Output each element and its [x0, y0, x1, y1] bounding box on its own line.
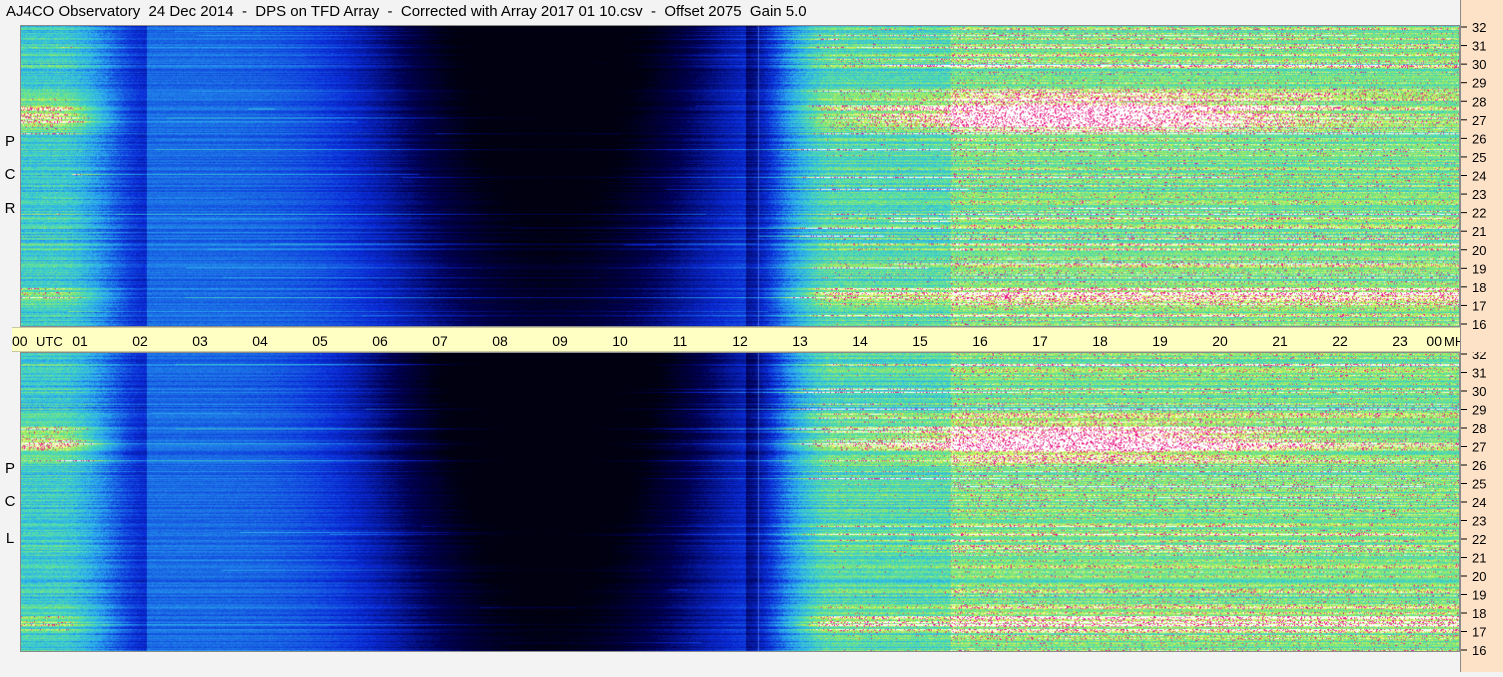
rcp-freq-label: 32 — [1472, 20, 1486, 35]
utc-unit-label: UTC — [36, 334, 63, 349]
lcp-freq-label: 17 — [1472, 625, 1486, 640]
rcp-freq-label: 27 — [1472, 113, 1486, 128]
utc-tick-label: 23 — [1392, 333, 1408, 349]
utc-tick-label: 22 — [1332, 333, 1348, 349]
utc-tick-label: 01 — [72, 333, 88, 349]
utc-tick-label: 09 — [552, 333, 568, 349]
utc-tick-label: 00 — [1426, 333, 1442, 349]
rcp-label-c: C — [4, 166, 16, 183]
utc-tick-label: 06 — [372, 333, 388, 349]
lcp-label-l: L — [5, 530, 15, 547]
lcp-freq-label: 30 — [1472, 384, 1486, 399]
lcp-freq-label: 29 — [1472, 403, 1486, 418]
lcp-freq-label: 27 — [1472, 440, 1486, 455]
utc-tick-label: 04 — [252, 333, 268, 349]
rcp-freq-label: 31 — [1472, 39, 1486, 54]
rcp-freq-label: 30 — [1472, 57, 1486, 72]
lcp-freq-label: 20 — [1472, 569, 1486, 584]
lcp-label-p: P — [4, 460, 15, 477]
page-title: AJ4CO Observatory 24 Dec 2014 - DPS on T… — [6, 3, 807, 20]
rcp-freq-label: 19 — [1472, 261, 1486, 276]
lcp-freq-label: 24 — [1472, 495, 1486, 510]
utc-tick-label: 08 — [492, 333, 508, 349]
utc-tick-label: 11 — [673, 333, 688, 349]
mhz-unit-label: MHz — [1444, 334, 1460, 349]
rcp-freq-label: 22 — [1472, 206, 1486, 221]
rcp-freq-label: 24 — [1472, 169, 1486, 184]
rcp-freq-label: 23 — [1472, 187, 1486, 202]
utc-time-axis-svg: 00 01 02 03 04 05 06 07 08 09 10 11 12 13 14 15 16 17 18 19… — [12, 333, 1471, 349]
rcp-freq-label: 26 — [1472, 131, 1486, 146]
rcp-freq-label: 25 — [1472, 150, 1486, 165]
utc-tick-label: 07 — [432, 333, 448, 349]
utc-tick-label: 10 — [612, 333, 628, 349]
rcp-heatmap — [21, 26, 1459, 326]
lcp-freq-label: 32 — [1472, 352, 1486, 362]
rcp-freq-label: 28 — [1472, 94, 1486, 109]
lcp-freq-label: 18 — [1472, 606, 1486, 621]
utc-tick-label: 19 — [1152, 333, 1168, 349]
rcp-freq-label: 16 — [1472, 317, 1486, 332]
lcp-freq-label: 31 — [1472, 366, 1486, 381]
utc-tick-label: 05 — [312, 333, 328, 349]
utc-tick-label: 17 — [1032, 333, 1048, 349]
rcp-label-r: R — [4, 200, 16, 217]
lcp-freq-label: 28 — [1472, 421, 1486, 436]
utc-tick-label: 18 — [1092, 333, 1108, 349]
lcp-freq-label: 22 — [1472, 532, 1486, 547]
lcp-freq-label: 23 — [1472, 514, 1486, 529]
lcp-label-c: C — [4, 493, 16, 510]
utc-tick-label: 21 — [1272, 333, 1288, 349]
rcp-spectrogram — [20, 25, 1460, 327]
lcp-spectrogram — [20, 352, 1460, 652]
lcp-freq-label: 19 — [1472, 588, 1486, 603]
utc-tick-label: 13 — [792, 333, 808, 349]
utc-tick-label: 15 — [912, 333, 928, 349]
utc-tick-label: 14 — [852, 333, 868, 349]
utc-tick-label: 03 — [192, 333, 208, 349]
lcp-frequency-axis-svg: 32 31 30 29 28 27 26 25 24 23 22 21 20 19 18 17 16 — [1461, 347, 1486, 658]
rcp-frequency-axis: 32 31 30 29 28 27 26 25 24 23 22 21 20 19 18 17 16 — [1460, 0, 1503, 352]
rcp-label-p: P — [4, 133, 15, 150]
rcp-frequency-axis-svg: 32 31 30 29 28 27 26 25 24 23 22 21 20 19 18 17 16 — [1461, 20, 1486, 332]
lcp-freq-label: 26 — [1472, 458, 1486, 473]
lcp-freq-label: 16 — [1472, 643, 1486, 658]
utc-tick-label: 02 — [132, 333, 148, 349]
utc-tick-label: 20 — [1212, 333, 1228, 349]
lcp-freq-label: 25 — [1472, 477, 1486, 492]
utc-time-axis: 00 01 02 03 04 05 06 07 08 09 10 11 12 13 14 15 16 17 18 19… — [12, 327, 1471, 352]
rcp-freq-label: 29 — [1472, 76, 1486, 91]
lcp-freq-label: 21 — [1472, 551, 1486, 566]
utc-tick-label: 16 — [972, 333, 988, 349]
utc-tick-label: 12 — [732, 333, 748, 349]
lcp-frequency-axis: 32 31 30 29 28 27 26 25 24 23 22 21 20 19 18 17 16 — [1460, 347, 1503, 672]
rcp-freq-label: 17 — [1472, 298, 1486, 313]
rcp-freq-label: 21 — [1472, 224, 1486, 239]
utc-tick-label: 00 — [12, 333, 28, 349]
rcp-freq-label: 20 — [1472, 243, 1486, 258]
lcp-heatmap — [21, 353, 1459, 651]
rcp-freq-label: 18 — [1472, 280, 1486, 295]
